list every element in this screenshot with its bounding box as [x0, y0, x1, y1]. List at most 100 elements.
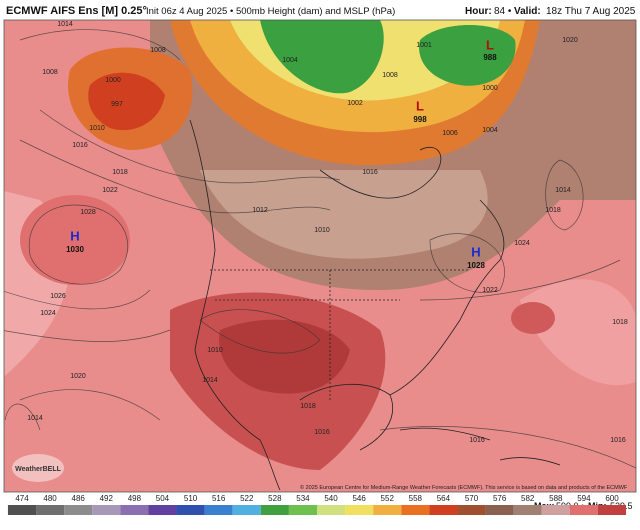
valid: 18z Thu 7 Aug 2025: [546, 6, 636, 17]
colorbar: 474 480 486 492 498 504 510 516 522 528 534 540 546 5…: [7, 494, 627, 515]
hour-label: Hour:: [465, 6, 492, 17]
colorbar-swatch: [485, 505, 514, 515]
colorbar-label: 474: [15, 494, 29, 503]
isobar-label: 1000: [105, 77, 121, 84]
isobar-label: 1002: [347, 100, 363, 107]
field: [20, 195, 130, 285]
colorbar-label: 564: [437, 494, 451, 503]
coastline: [319, 147, 442, 199]
colorbar-swatch: [541, 505, 570, 515]
isobar-label: 1004: [282, 57, 298, 64]
isobar-label: 1024: [514, 240, 530, 247]
isobar-label: 1008: [42, 69, 58, 76]
colorbar-label: 594: [577, 494, 591, 503]
colorbar-swatch: [317, 505, 346, 515]
isobar-label: 1028: [80, 209, 96, 216]
low-value: 988: [483, 53, 497, 62]
colorbar-swatch: [597, 505, 627, 515]
colorbar-label: 546: [352, 494, 366, 503]
colorbar-label: 600: [605, 494, 619, 503]
isobar-label: 1008: [150, 47, 166, 54]
map-frame: [3, 19, 637, 493]
isobar-labels: 1014 1008 1008 997 1000 1010 1016 1018 1…: [27, 21, 628, 444]
high-letter: H: [70, 228, 79, 243]
colorbar-swatch: [345, 505, 374, 515]
isobar: [19, 389, 161, 421]
coastline: [189, 119, 281, 491]
valid-label: Valid:: [514, 6, 541, 17]
coastline: [399, 427, 561, 466]
colorbar-label: 492: [100, 494, 114, 503]
isobar-label: 1014: [202, 377, 218, 384]
isobars: [4, 29, 636, 469]
high-value: 1028: [467, 261, 485, 270]
colorbar-swatch: [457, 505, 486, 515]
isobar-label: 1012: [252, 207, 268, 214]
subtitle: Init 06z 4 Aug 2025 • 500mb Height (dam)…: [146, 6, 395, 17]
isobar: [199, 309, 321, 354]
isobar-label: 1022: [482, 287, 498, 294]
colorbar-swatch: [7, 505, 37, 515]
field: [520, 279, 636, 386]
colorbar-swatch: [401, 505, 430, 515]
isobar: [4, 403, 41, 431]
isobar-label: 1020: [70, 373, 86, 380]
coastline: [299, 383, 393, 451]
low-letter: L: [416, 98, 424, 113]
isobar-label: 1010: [314, 227, 330, 234]
isobar-label: 1004: [482, 127, 498, 134]
colorbar-label: 588: [549, 494, 563, 503]
colorbar-label: 570: [465, 494, 479, 503]
isobar-label: 1010: [207, 347, 223, 354]
colorbar-label: 576: [493, 494, 507, 503]
isobar-label: 1022: [102, 187, 118, 194]
isobar-label: 1016: [469, 437, 485, 444]
colorbar-swatch: [64, 505, 93, 515]
logo-badge: [12, 454, 64, 482]
field: [260, 20, 384, 94]
coastlines: [189, 119, 561, 491]
low-letter: L: [486, 37, 494, 52]
isobar-label: 1001: [416, 42, 432, 49]
field: [511, 302, 555, 334]
isobar-label: 1016: [610, 437, 626, 444]
isobar: [429, 233, 505, 293]
colorbar-swatch: [513, 505, 542, 515]
isobar: [28, 204, 129, 285]
isobar: [545, 159, 584, 231]
colorbar-swatch: [569, 505, 598, 515]
low-value: 998: [413, 115, 427, 124]
isobar-label: 1016: [362, 169, 378, 176]
isobar: [379, 426, 636, 469]
colorbar-label: 558: [409, 494, 423, 503]
isobar: [39, 109, 341, 184]
field: [200, 170, 488, 259]
colorbar-swatch: [260, 505, 289, 515]
isobar-label: 1006: [442, 130, 458, 137]
isobar-label: 1016: [72, 142, 88, 149]
colorbar-swatch: [204, 505, 233, 515]
colorbar-swatch: [429, 505, 458, 515]
colorbar-swatch: [36, 505, 65, 515]
pressure-centers: H 1030 H 1028 L 988 L 998: [66, 37, 497, 270]
isobar-label: 1026: [50, 293, 66, 300]
colorbar-label: 486: [72, 494, 86, 503]
isobar: [4, 329, 171, 342]
logo: WeatherBELL: [15, 466, 61, 473]
isobar-label: 1018: [612, 319, 628, 326]
isobar: [419, 259, 621, 301]
colorbar-label: 522: [240, 494, 254, 503]
colorbar-label: 552: [381, 494, 395, 503]
high-value: 1030: [66, 245, 84, 254]
isobar: [19, 139, 331, 214]
colorbar-label: 528: [268, 494, 282, 503]
colorbar-label: 504: [156, 494, 170, 503]
colorbar-swatch: [92, 505, 121, 515]
colorbar-swatch: [288, 505, 317, 515]
field: [419, 25, 516, 86]
colorbar-label: 510: [184, 494, 198, 503]
colorbar-swatch: [176, 505, 205, 515]
colorbar-swatch: [232, 505, 261, 515]
map: 1014 1008 1008 997 1000 1010 1016 1018 1…: [3, 19, 637, 493]
